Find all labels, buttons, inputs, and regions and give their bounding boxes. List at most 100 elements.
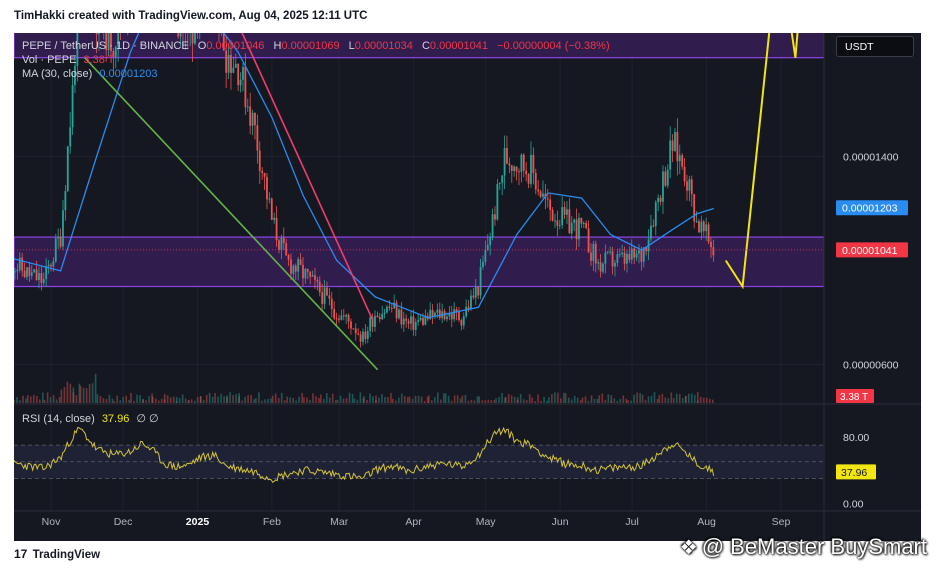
volume-bar — [49, 397, 52, 403]
currency-selector[interactable]: USDT — [836, 36, 914, 57]
volume-bar — [298, 396, 300, 403]
candle-body — [566, 209, 568, 215]
price-chart-svg[interactable]: 0.000006000.000014000.000018000.00002200… — [14, 33, 921, 541]
volume-bar — [66, 381, 69, 403]
candle-body — [352, 328, 355, 330]
candle-body — [482, 261, 484, 268]
candle-body — [251, 112, 254, 126]
candle-body — [633, 248, 636, 258]
candle-body — [45, 266, 48, 280]
candle-body — [568, 209, 571, 234]
candle-body — [107, 33, 110, 50]
volume-bar — [522, 399, 525, 403]
candle-body — [580, 217, 583, 224]
candle-body — [374, 315, 376, 327]
volume-bar — [633, 394, 635, 403]
volume-bar — [309, 399, 311, 403]
volume-bar — [702, 397, 705, 403]
volume-bar — [214, 393, 216, 403]
candle-body — [33, 269, 36, 273]
close-value: 0.00001041 — [429, 40, 489, 52]
volume-bar — [69, 383, 72, 403]
volume-bar — [258, 392, 260, 403]
candle-body — [297, 259, 300, 272]
candle-body — [611, 251, 614, 267]
volume-bar — [356, 399, 359, 403]
volume-bar — [339, 395, 342, 403]
candle-body — [304, 269, 307, 279]
candle-body — [354, 328, 357, 334]
candle-body — [117, 33, 120, 47]
candle-body — [575, 219, 578, 240]
volume-bar — [440, 399, 442, 403]
chart-panel[interactable]: 0.000006000.000014000.000018000.00002200… — [14, 33, 921, 541]
volume-legend[interactable]: Vol · PEPE 3.38 T — [22, 54, 114, 66]
candle-body — [695, 221, 698, 223]
volume-bar — [283, 400, 286, 403]
candle-body — [338, 318, 340, 320]
candle-body — [650, 225, 652, 240]
candle-body — [678, 155, 681, 162]
candle-body — [14, 271, 16, 273]
candle-body — [606, 251, 609, 253]
volume-bar — [487, 399, 490, 403]
volume-bar — [590, 395, 593, 403]
rsi-line — [14, 426, 715, 483]
symbol-label[interactable]: PEPE / TetherUS · 1D · BINANCE — [22, 40, 189, 52]
green-trendline — [84, 57, 379, 371]
volume-bar — [616, 400, 619, 403]
candle-body — [474, 286, 477, 298]
high-value: 0.00001069 — [281, 40, 340, 52]
candle-body — [539, 191, 542, 197]
candle-body — [698, 221, 700, 233]
candle-body — [513, 166, 516, 171]
candle-body — [597, 262, 600, 264]
candle-body — [328, 295, 331, 299]
time-tick-label: Jul — [625, 516, 638, 528]
candle-body — [302, 264, 304, 279]
volume-bar — [154, 398, 157, 403]
volume-bar — [708, 398, 711, 403]
candle-body — [364, 331, 367, 339]
rsi-legend[interactable]: RSI (14, close) 37.96 ∅ ∅ — [22, 412, 159, 425]
candle-body — [400, 309, 403, 325]
candle-body — [448, 312, 451, 317]
candle-body — [422, 317, 424, 325]
volume-bar — [598, 395, 601, 403]
candle-body — [345, 314, 348, 317]
time-tick-label: May — [476, 516, 497, 528]
candle-body — [410, 316, 412, 324]
candle-body — [623, 252, 626, 264]
candle-body — [412, 316, 415, 330]
volume-bar — [145, 400, 147, 403]
candle-body — [681, 155, 684, 167]
candle-body — [479, 267, 482, 296]
time-tick-label: Apr — [405, 516, 422, 528]
volume-bar — [78, 383, 81, 403]
volume-bar — [113, 400, 116, 403]
volume-bar — [417, 395, 420, 403]
volume-bar — [601, 393, 604, 403]
candle-body — [501, 175, 504, 183]
candle-body — [542, 193, 544, 197]
volume-bar — [181, 394, 184, 403]
candle-body — [254, 112, 256, 126]
volume-bar — [408, 396, 411, 403]
volume-bar — [199, 396, 202, 403]
volume-bar — [670, 392, 673, 403]
volume-bar — [151, 393, 153, 403]
time-tick-label: Nov — [42, 516, 61, 528]
volume-bar — [362, 397, 365, 403]
ma-line — [14, 33, 714, 319]
time-tick-label: Sep — [772, 516, 791, 528]
volume-bar — [653, 392, 656, 403]
candle-body — [700, 221, 703, 233]
candle-body — [18, 257, 21, 270]
volume-bar — [394, 400, 397, 403]
volume-bar — [699, 396, 702, 403]
candle-body — [472, 295, 475, 298]
candle-body — [558, 225, 561, 227]
ma-legend[interactable]: MA (30, close) 0.00001203 — [22, 68, 158, 80]
candle-body — [563, 207, 566, 215]
volume-bar — [142, 398, 144, 403]
